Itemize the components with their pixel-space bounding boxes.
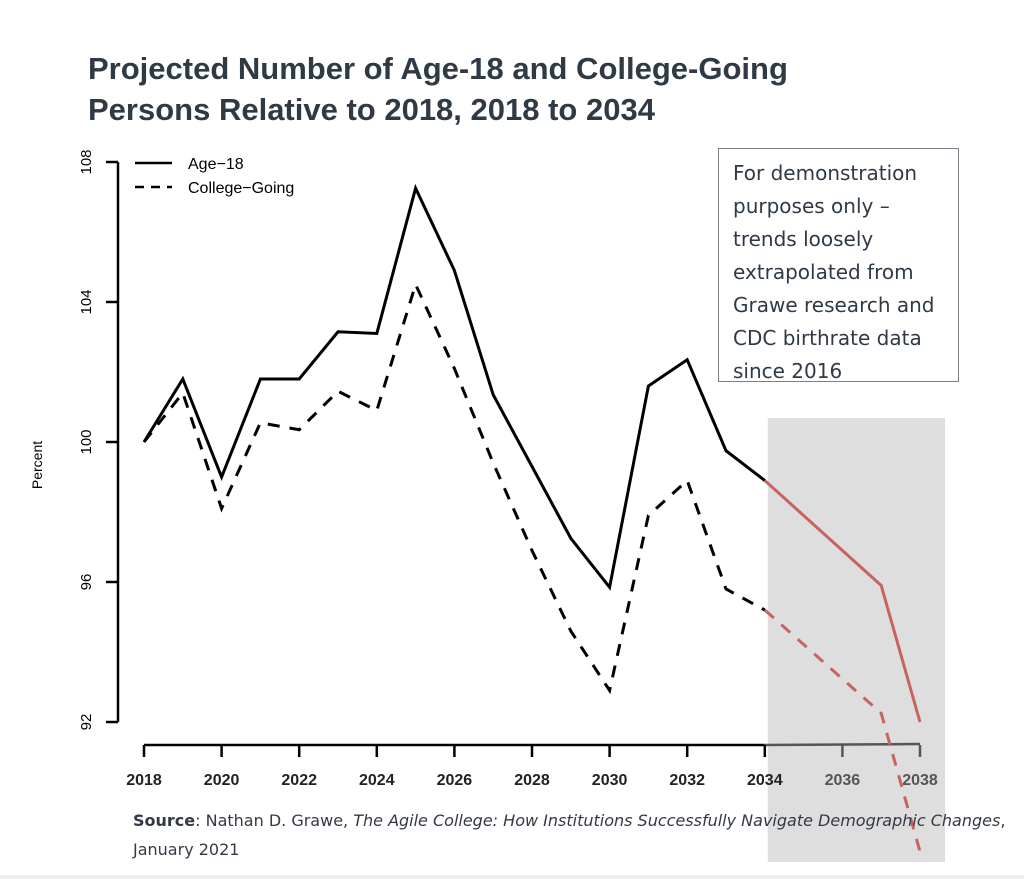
chart-title: Projected Number of Age-18 and College-G… — [88, 48, 788, 130]
x-tick-label: 2038 — [902, 772, 938, 789]
x-tick-label: 2036 — [825, 772, 861, 789]
legend-label-age-18: Age−18 — [188, 156, 244, 173]
x-tick-label: 2024 — [359, 772, 395, 789]
source-text-2: , January 2021 — [133, 811, 1006, 859]
series-group — [142, 183, 922, 852]
y-tick-label: 108 — [78, 149, 95, 174]
x-tick-label: 2028 — [514, 772, 550, 789]
source-citation: Source: Nathan D. Grawe, The Agile Colle… — [133, 806, 1024, 864]
source-book-title: The Agile College: How Institutions Succ… — [353, 811, 1001, 830]
projection-shaded-region — [767, 418, 945, 862]
disclaimer-note: For demonstration purposes only – trends… — [718, 148, 959, 383]
x-tick-label: 2030 — [592, 772, 628, 789]
x-axis: 2018 2020 2022 2024 2026 2028 2030 2032 2034 2036… — [126, 742, 938, 789]
series-line-age-18 — [142, 183, 766, 591]
bottom-divider — [0, 875, 1024, 879]
source-label: Source — [133, 811, 196, 830]
x-tick-label: 2032 — [669, 772, 705, 789]
x-tick-label: 2034 — [747, 772, 783, 789]
series-line-college-going-projection — [763, 608, 922, 852]
legend-label-college-going: College−Going — [188, 180, 294, 197]
y-axis: 92 96 100 104 108 — [78, 149, 120, 731]
y-tick-label: 100 — [78, 429, 95, 454]
series-line-age-18-projection — [763, 479, 922, 723]
title-line-1: Projected Number of Age-18 and College-G… — [88, 51, 788, 86]
y-tick-label: 92 — [78, 714, 95, 731]
x-tick-label: 2022 — [281, 772, 317, 789]
series-line-college-going — [142, 280, 766, 695]
y-tick-label: 96 — [78, 574, 95, 591]
legend: Age−18 College−Going — [135, 156, 294, 197]
x-tick-label: 2018 — [126, 772, 162, 789]
title-line-2: Persons Relative to 2018, 2018 to 2034 — [88, 92, 655, 127]
x-axis-line-projection — [764, 742, 921, 747]
x-tick-label: 2020 — [204, 772, 240, 789]
y-tick-label: 104 — [78, 289, 95, 314]
x-tick-label: 2026 — [437, 772, 473, 789]
source-text-1: : Nathan D. Grawe, — [195, 811, 354, 830]
y-axis-label: Percent — [29, 441, 45, 489]
